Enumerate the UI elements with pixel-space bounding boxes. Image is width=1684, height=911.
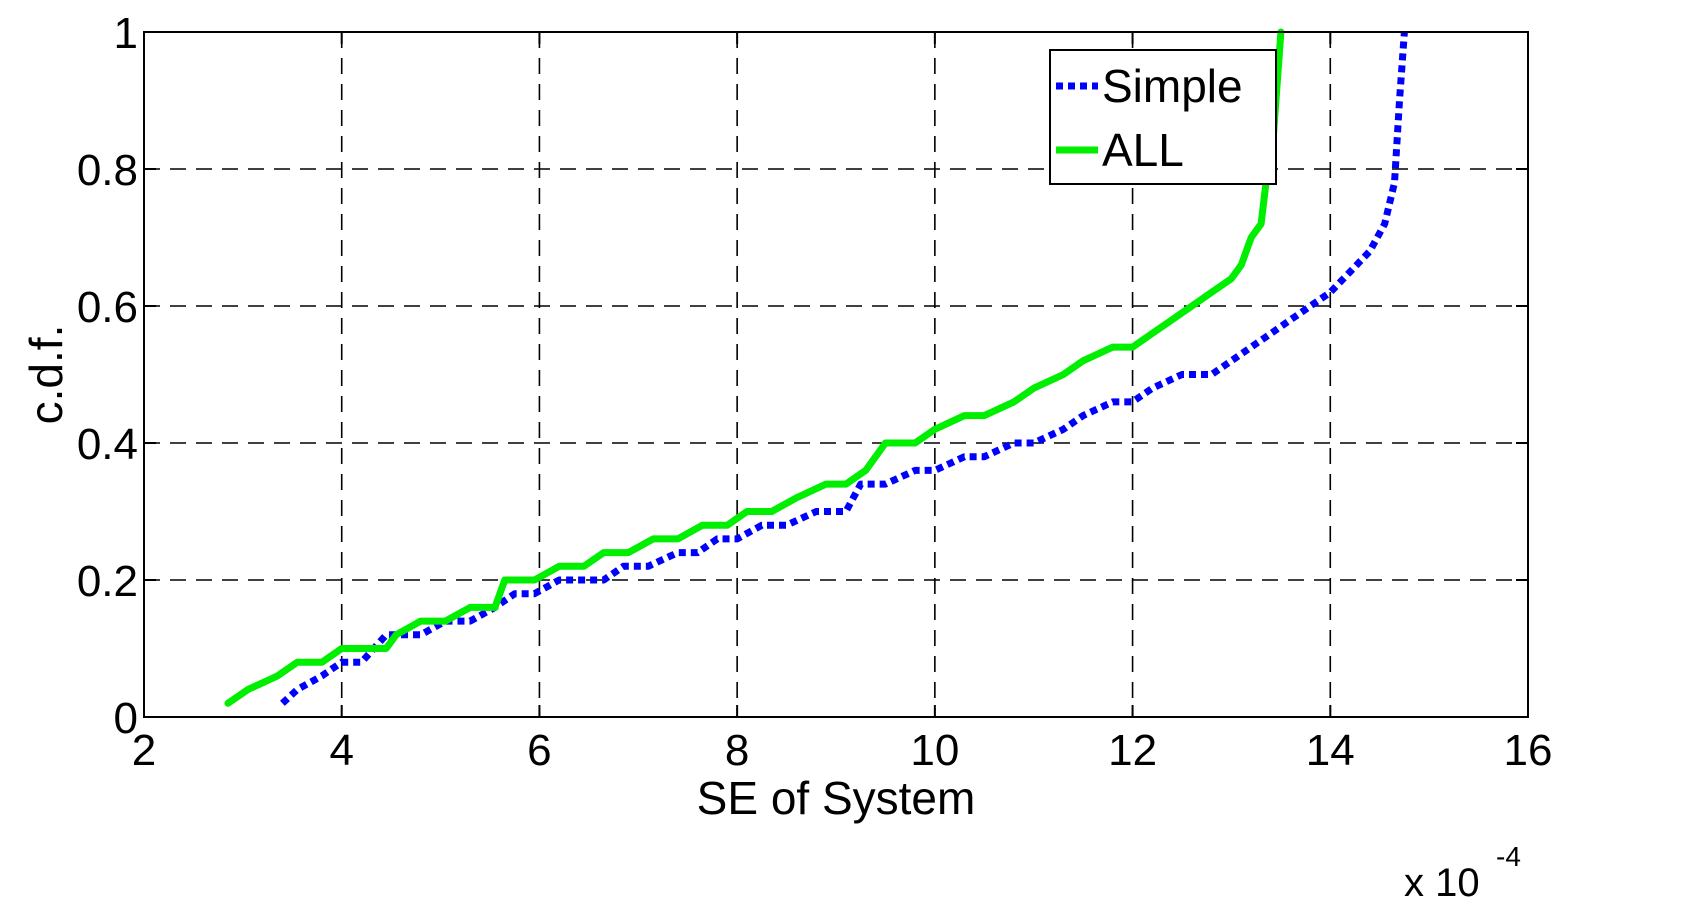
x-tick-label: 4 xyxy=(329,726,353,775)
y-tick-label: 0.8 xyxy=(77,146,138,195)
legend-label-all: ALL xyxy=(1102,124,1184,176)
y-tick-label: 0 xyxy=(114,694,138,743)
legend-label-simple: Simple xyxy=(1102,60,1243,112)
x-tick-label: 8 xyxy=(725,726,749,775)
series-line-all xyxy=(224,28,1285,707)
legend: Simple ALL xyxy=(1049,49,1277,185)
grid-lines xyxy=(144,32,1528,717)
x-tick-label: 10 xyxy=(910,726,959,775)
y-tick-label: 0.6 xyxy=(77,283,138,332)
x-axis-label: SE of System xyxy=(697,772,976,824)
x-tick-label: 12 xyxy=(1108,726,1157,775)
x-scale-base: x 10 xyxy=(1404,861,1480,905)
plot-area-frame xyxy=(143,31,1529,718)
y-tick-label: 0.4 xyxy=(77,420,138,469)
y-tick-label: 0.2 xyxy=(77,557,138,606)
x-tick-label: 6 xyxy=(527,726,551,775)
x-tick-label: 2 xyxy=(132,726,156,775)
x-tick-label: 16 xyxy=(1504,726,1553,775)
x-tick-label: 14 xyxy=(1306,726,1355,775)
x-scale-exponent: -4 xyxy=(1496,841,1521,872)
legend-box xyxy=(1049,49,1277,185)
series-line-simple xyxy=(280,31,1408,706)
series-lines xyxy=(224,28,1408,707)
y-axis-label: c.d.f. xyxy=(20,325,72,425)
y-tick-label: 1 xyxy=(114,9,138,58)
x-scale-factor: x 10 -4 xyxy=(1404,841,1521,905)
axis-ticks: 2 4 6 8 10 12 14 16 0 0.2 0.4 0.6 0.8 1 xyxy=(77,9,1553,775)
